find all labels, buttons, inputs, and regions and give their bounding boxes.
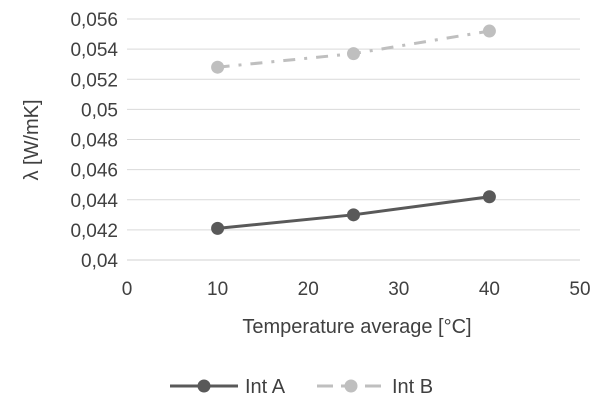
series-0 xyxy=(211,190,496,235)
legend-item: Int B xyxy=(317,376,433,398)
data-point xyxy=(482,190,496,204)
x-axis-ticks: 0 10 20 30 40 50 xyxy=(122,279,591,300)
legend-label: Int A xyxy=(245,376,286,398)
data-point xyxy=(347,47,360,61)
x-tick-label: 30 xyxy=(388,279,409,300)
y-tick-label: 0,04 xyxy=(81,251,118,272)
gridlines xyxy=(127,18,580,231)
data-point xyxy=(347,208,360,222)
x-tick-label: 50 xyxy=(569,279,590,300)
y-tick-label: 0,054 xyxy=(70,40,118,61)
x-tick-label: 40 xyxy=(479,279,500,300)
legend-item: Int A xyxy=(170,376,286,398)
series-1 xyxy=(211,24,496,74)
legend: Int A Int B xyxy=(170,376,433,398)
data-point xyxy=(211,221,225,235)
data-point xyxy=(211,60,225,74)
y-tick-label: 0,046 xyxy=(70,161,118,182)
x-tick-label: 0 xyxy=(122,279,133,300)
y-tick-label: 0,052 xyxy=(70,70,118,91)
y-tick-label: 0,044 xyxy=(70,191,118,212)
series-layer xyxy=(211,24,496,235)
y-tick-label: 0,05 xyxy=(81,100,118,121)
x-tick-label: 20 xyxy=(298,279,319,300)
x-axis-title: Temperature average [°C] xyxy=(242,316,471,338)
y-tick-label: 0,056 xyxy=(70,10,118,31)
y-axis-ticks: 0,04 0,042 0,044 0,046 0,048 0,05 0,052 0,054 0,… xyxy=(70,10,118,272)
data-point xyxy=(482,24,496,38)
y-tick-label: 0,042 xyxy=(70,221,118,242)
legend-swatch-marker xyxy=(197,379,211,393)
y-axis-title: λ [W/mK] xyxy=(21,99,43,180)
x-tick-label: 10 xyxy=(207,279,228,300)
legend-label: Int B xyxy=(392,376,433,398)
y-tick-label: 0,048 xyxy=(70,131,118,152)
legend-swatch-marker xyxy=(344,379,358,393)
